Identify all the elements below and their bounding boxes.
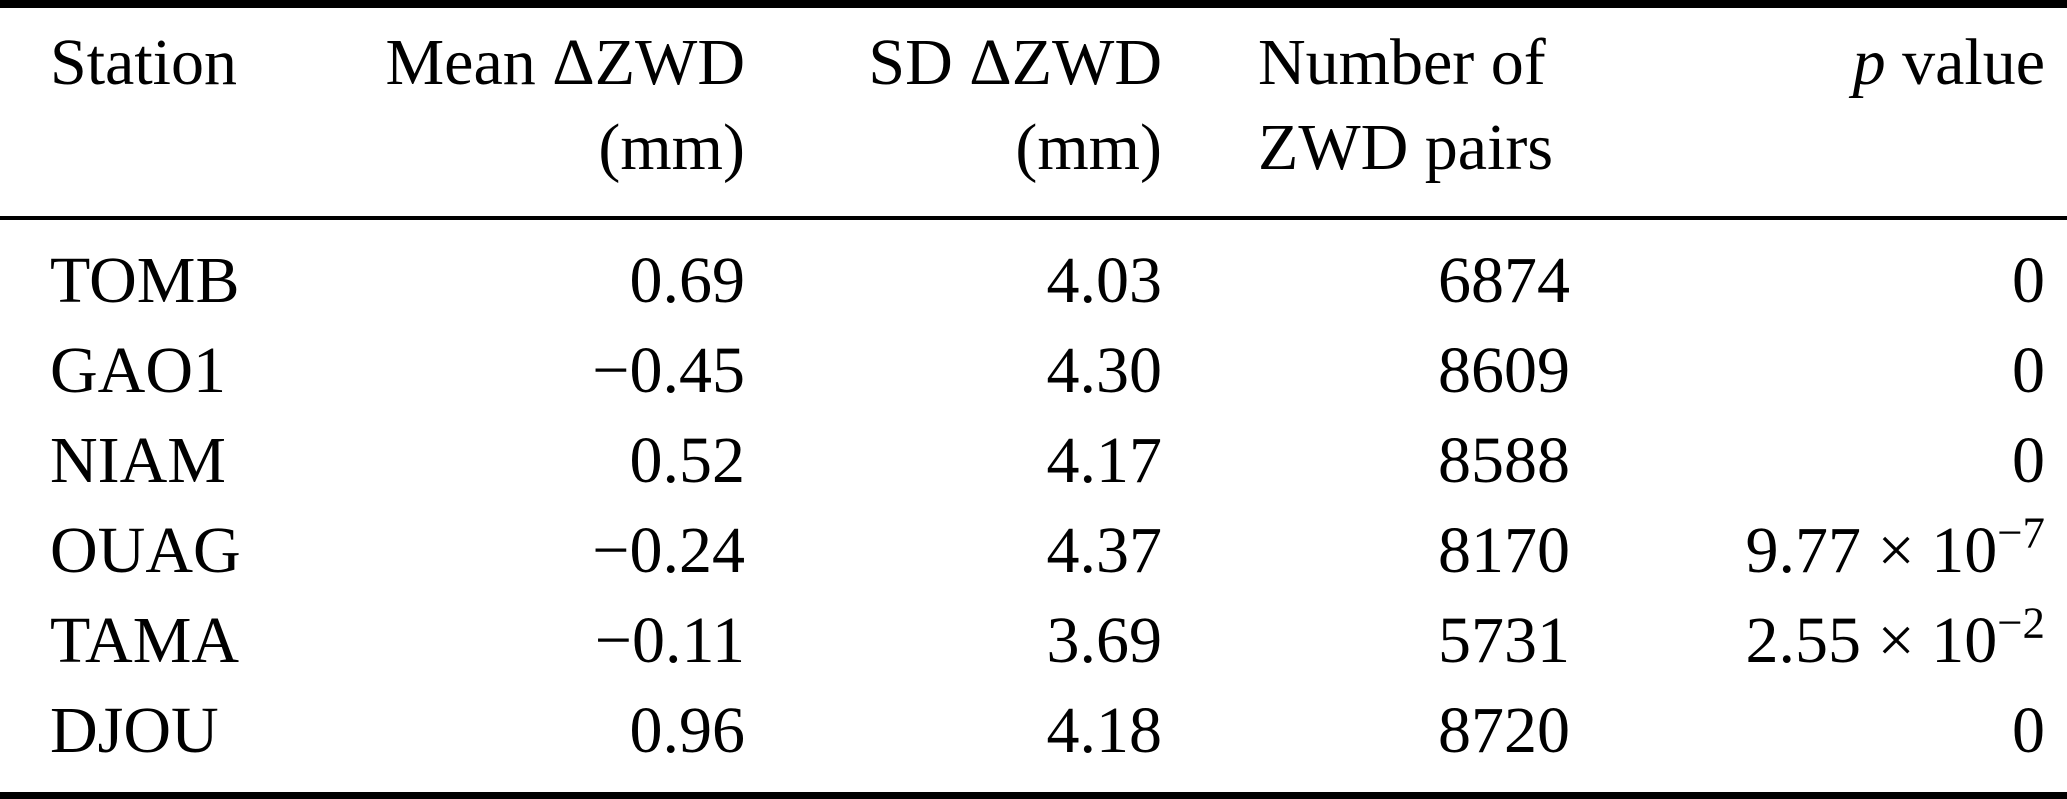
p-value-base: 0 <box>2012 244 2045 317</box>
header-line: SD ΔZWD <box>868 26 1162 99</box>
sd-zwd-cell: 3.69 <box>1046 604 1163 677</box>
table-row: OUAG −0.24 4.37 8170 9.77 × 10−7 <box>0 506 2067 596</box>
table-row: DJOU 0.96 4.18 8720 0 <box>0 686 2067 776</box>
sd-zwd-cell: 4.18 <box>1046 694 1163 767</box>
station-cell: GAO1 <box>50 334 226 407</box>
mean-zwd-cell: −0.11 <box>594 604 745 677</box>
column-header-p-value: p value <box>1570 8 2067 220</box>
mean-zwd-cell: 0.69 <box>629 244 746 317</box>
p-value-cell: 2.55 × 10−2 <box>1570 596 2067 686</box>
num-pairs-cell: 8588 <box>1438 424 1570 497</box>
station-cell: TAMA <box>50 604 240 677</box>
mean-zwd-cell: −0.45 <box>592 334 745 407</box>
p-value-cell: 0 <box>1570 686 2067 776</box>
header-row: Station Mean ΔZWD (mm) SD ΔZWD (mm) Numb… <box>0 8 2067 220</box>
p-value-exponent: −7 <box>1997 507 2045 558</box>
sd-zwd-cell: 4.17 <box>1046 424 1163 497</box>
header-line: ZWD pairs <box>1258 111 1554 184</box>
station-cell: DJOU <box>50 694 219 767</box>
sd-zwd-cell: 4.03 <box>1046 244 1163 317</box>
header-line: (mm) <box>1015 111 1162 184</box>
table-row: GAO1 −0.45 4.30 8609 0 <box>0 326 2067 416</box>
table-row: NIAM 0.52 4.17 8588 0 <box>0 416 2067 506</box>
column-header-sd-zwd: SD ΔZWD (mm) <box>745 8 1162 220</box>
station-cell: NIAM <box>50 424 226 497</box>
p-value-label: value <box>1885 26 2045 99</box>
mean-zwd-cell: 0.96 <box>629 694 746 767</box>
table-header: Station Mean ΔZWD (mm) SD ΔZWD (mm) Numb… <box>0 8 2067 220</box>
p-value-base: 0 <box>2012 424 2045 497</box>
header-line: Number of <box>1258 26 1546 99</box>
num-pairs-cell: 8609 <box>1438 334 1570 407</box>
p-value-cell: 0 <box>1570 326 2067 416</box>
sd-zwd-cell: 4.30 <box>1046 334 1163 407</box>
p-value-cell: 0 <box>1570 218 2067 326</box>
header-line: (mm) <box>598 111 745 184</box>
column-header-station: Station <box>0 8 340 220</box>
column-header-mean-zwd: Mean ΔZWD (mm) <box>340 8 746 220</box>
mean-zwd-cell: −0.24 <box>592 514 745 587</box>
num-pairs-cell: 5731 <box>1438 604 1570 677</box>
zwd-statistics-table: Station Mean ΔZWD (mm) SD ΔZWD (mm) Numb… <box>0 8 2067 776</box>
p-value-base: 0 <box>2012 334 2045 407</box>
num-pairs-cell: 6874 <box>1438 244 1570 317</box>
table-row: TOMB 0.69 4.03 6874 0 <box>0 218 2067 326</box>
p-value-base: 2.55 × 10 <box>1745 604 1998 677</box>
table-body: TOMB 0.69 4.03 6874 0 GAO1 −0.45 4.30 86… <box>0 218 2067 776</box>
header-line: p value <box>1570 20 2045 105</box>
p-symbol: p <box>1852 26 1886 99</box>
num-pairs-cell: 8170 <box>1438 514 1570 587</box>
p-value-cell: 0 <box>1570 416 2067 506</box>
mean-zwd-cell: 0.52 <box>629 424 746 497</box>
p-value-base: 0 <box>2012 694 2045 767</box>
bottom-rule <box>0 792 2067 799</box>
top-rule <box>0 0 2067 8</box>
column-header-num-pairs: Number of ZWD pairs <box>1162 8 1570 220</box>
p-value-base: 9.77 × 10 <box>1745 514 1998 587</box>
header-line: Mean ΔZWD <box>385 26 746 99</box>
table-row: TAMA −0.11 3.69 5731 2.55 × 10−2 <box>0 596 2067 686</box>
num-pairs-cell: 8720 <box>1438 694 1570 767</box>
station-cell: OUAG <box>50 514 241 587</box>
p-value-cell: 9.77 × 10−7 <box>1570 506 2067 596</box>
p-value-exponent: −2 <box>1997 597 2045 648</box>
header-line: Station <box>50 26 238 99</box>
station-cell: TOMB <box>50 244 240 317</box>
sd-zwd-cell: 4.37 <box>1046 514 1163 587</box>
